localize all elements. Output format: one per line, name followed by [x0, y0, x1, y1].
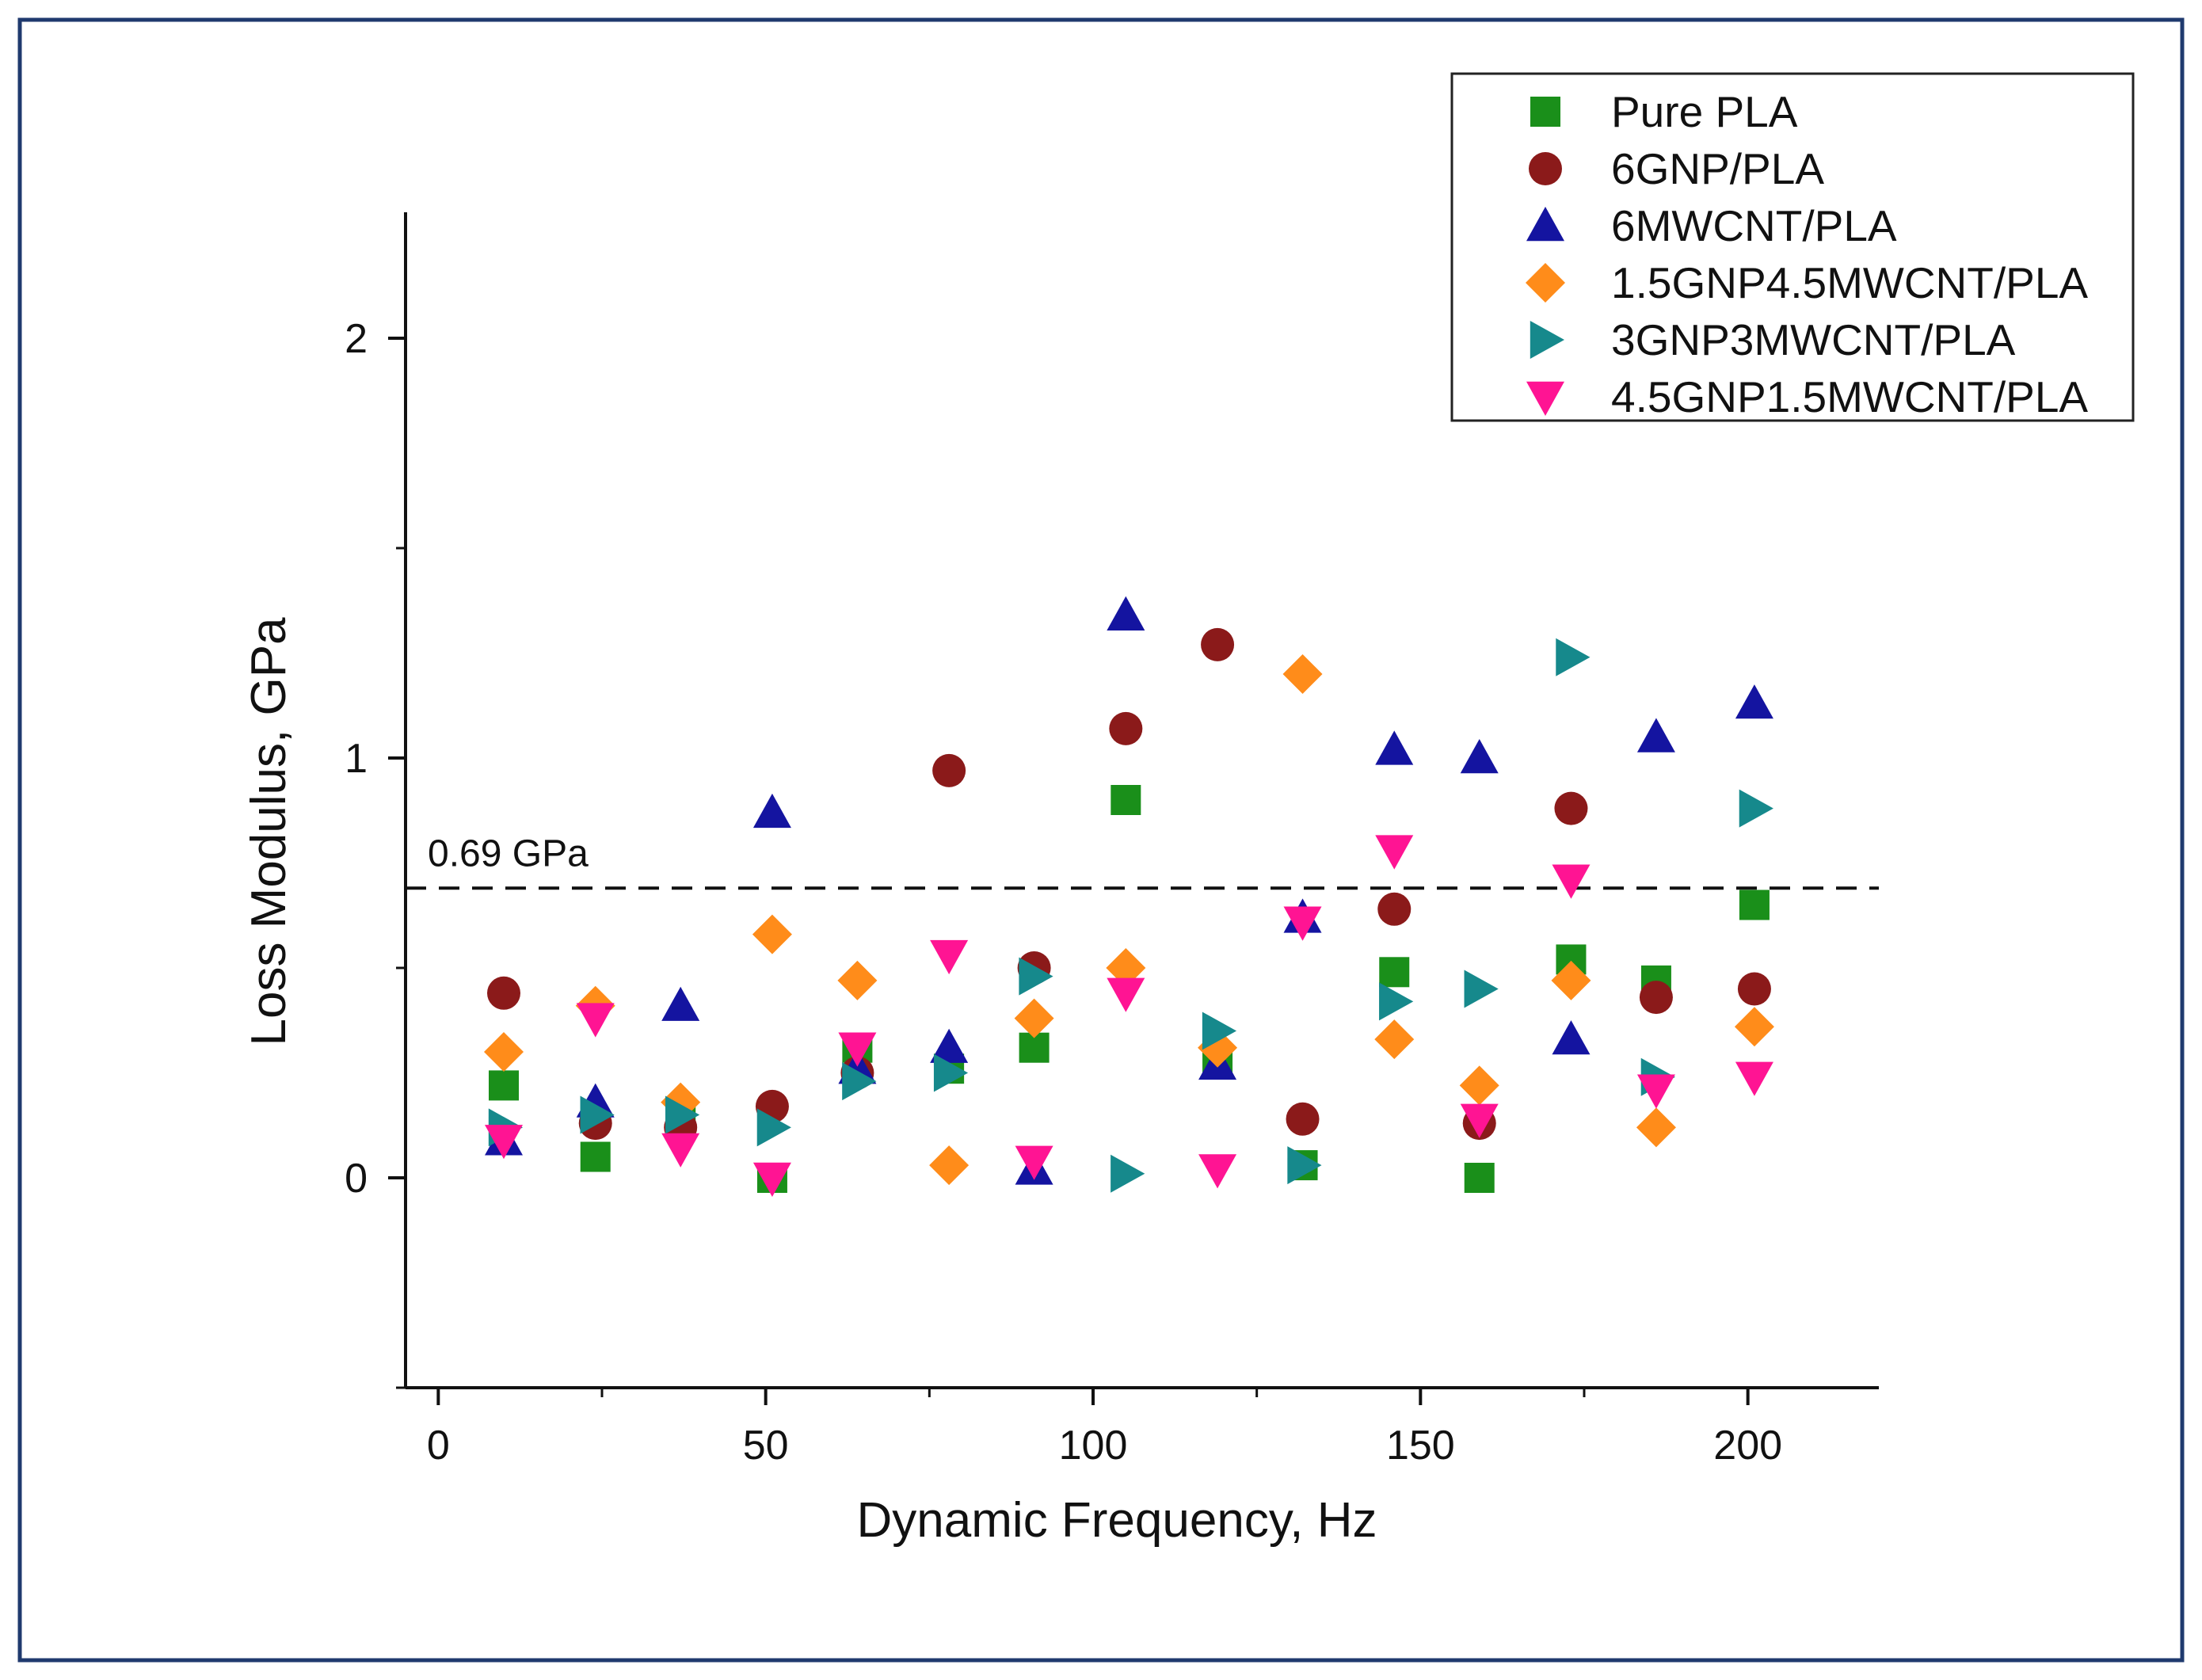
data-point	[1464, 970, 1499, 1008]
x-tick-label: 150	[1386, 1423, 1455, 1469]
data-point	[1639, 981, 1673, 1015]
data-point	[1739, 890, 1770, 920]
data-point	[1374, 1019, 1415, 1060]
data-point	[1106, 948, 1146, 988]
y-axis-title: Loss Modulus, GPa	[242, 617, 296, 1046]
data-point	[661, 986, 700, 1021]
data-point	[580, 1095, 615, 1134]
data-point	[1464, 1163, 1495, 1193]
x-tick-label: 200	[1713, 1423, 1782, 1469]
y-tick-label: 1	[345, 736, 368, 782]
data-point	[489, 1070, 519, 1101]
data-point	[1201, 627, 1235, 661]
data-point	[1198, 1154, 1237, 1189]
data-point	[1552, 1020, 1591, 1055]
data-point	[930, 1028, 969, 1063]
data-point	[1107, 977, 1145, 1012]
series-4	[488, 638, 1773, 1193]
data-point	[1735, 1061, 1773, 1096]
data-point	[1282, 654, 1323, 694]
reference-line-label: 0.69 GPa	[428, 832, 589, 874]
data-point	[1375, 730, 1414, 765]
legend-box	[1450, 72, 2135, 422]
data-point	[487, 976, 520, 1010]
data-point	[1554, 791, 1588, 825]
data-point	[932, 753, 966, 787]
legend-label: Pure PLA	[1611, 87, 1798, 136]
data-point	[661, 1133, 700, 1168]
data-point	[1111, 785, 1141, 815]
data-point	[930, 939, 969, 975]
legend-marker	[1526, 207, 1564, 242]
x-tick-label: 0	[427, 1423, 450, 1469]
data-point	[1552, 864, 1591, 899]
data-point	[1734, 1007, 1774, 1047]
data-points	[484, 596, 1774, 1197]
data-point	[1014, 998, 1054, 1038]
legend-marker	[1526, 381, 1564, 416]
data-point	[1111, 1154, 1145, 1193]
data-point	[1375, 835, 1414, 870]
data-point	[1377, 892, 1411, 926]
data-point	[1636, 1107, 1676, 1148]
legend-marker	[1530, 97, 1560, 127]
legend-marker	[1529, 152, 1562, 185]
data-point	[929, 1145, 970, 1186]
data-point	[1460, 739, 1499, 774]
data-point	[1286, 1102, 1320, 1136]
data-point	[842, 1062, 877, 1101]
data-point	[1459, 1065, 1499, 1106]
data-point	[752, 793, 791, 829]
legend-marker	[1530, 321, 1564, 359]
data-point	[1735, 684, 1773, 719]
data-point	[576, 1003, 615, 1038]
data-point	[1107, 596, 1145, 630]
axes: 0 50 100 150 200 0 1 2	[345, 212, 1879, 1469]
y-tick-label: 2	[345, 316, 368, 362]
legend-label: 3GNP3MWCNT/PLA	[1611, 315, 2016, 364]
y-tick-label: 0	[345, 1156, 368, 1202]
reference-line-group: 0.69 GPa	[406, 832, 1879, 890]
data-point	[1460, 1103, 1499, 1138]
series-5	[485, 835, 1773, 1197]
data-point	[1379, 982, 1414, 1021]
legend: Pure PLA 6GNP/PLA 6MWCNT/PLA 1.5GNP4.5MWCNT…	[1450, 72, 2135, 422]
data-point	[756, 1108, 791, 1147]
data-point	[1737, 972, 1771, 1006]
data-point	[1202, 1011, 1237, 1050]
data-point	[485, 1125, 523, 1160]
x-tick-label: 100	[1059, 1423, 1128, 1469]
data-point	[1379, 957, 1410, 988]
data-point	[1109, 711, 1143, 745]
legend-marker	[1526, 263, 1565, 303]
data-point	[752, 914, 792, 954]
x-tick-label: 50	[743, 1423, 789, 1469]
data-point	[838, 1032, 877, 1067]
data-point	[752, 1162, 791, 1197]
data-point	[1015, 1145, 1053, 1180]
data-point	[1739, 789, 1773, 828]
legend-label: 4.5GNP1.5MWCNT/PLA	[1611, 372, 2088, 421]
legend-label: 6MWCNT/PLA	[1611, 201, 1897, 250]
legend-label: 6GNP/PLA	[1611, 144, 1824, 193]
data-point	[580, 1141, 611, 1172]
legend-label: 1.5GNP4.5MWCNT/PLA	[1611, 258, 2088, 307]
data-point	[1551, 960, 1591, 1000]
data-point	[837, 960, 878, 1000]
x-axis-title: Dynamic Frequency, Hz	[857, 1493, 1377, 1548]
data-point	[1287, 1146, 1322, 1185]
data-point	[484, 1032, 524, 1072]
data-point	[665, 1095, 700, 1134]
data-point	[1636, 718, 1675, 752]
data-point	[1019, 957, 1053, 996]
data-point	[1636, 1074, 1675, 1109]
data-point	[1283, 906, 1322, 941]
data-point	[933, 1053, 969, 1092]
data-point	[1556, 638, 1591, 676]
